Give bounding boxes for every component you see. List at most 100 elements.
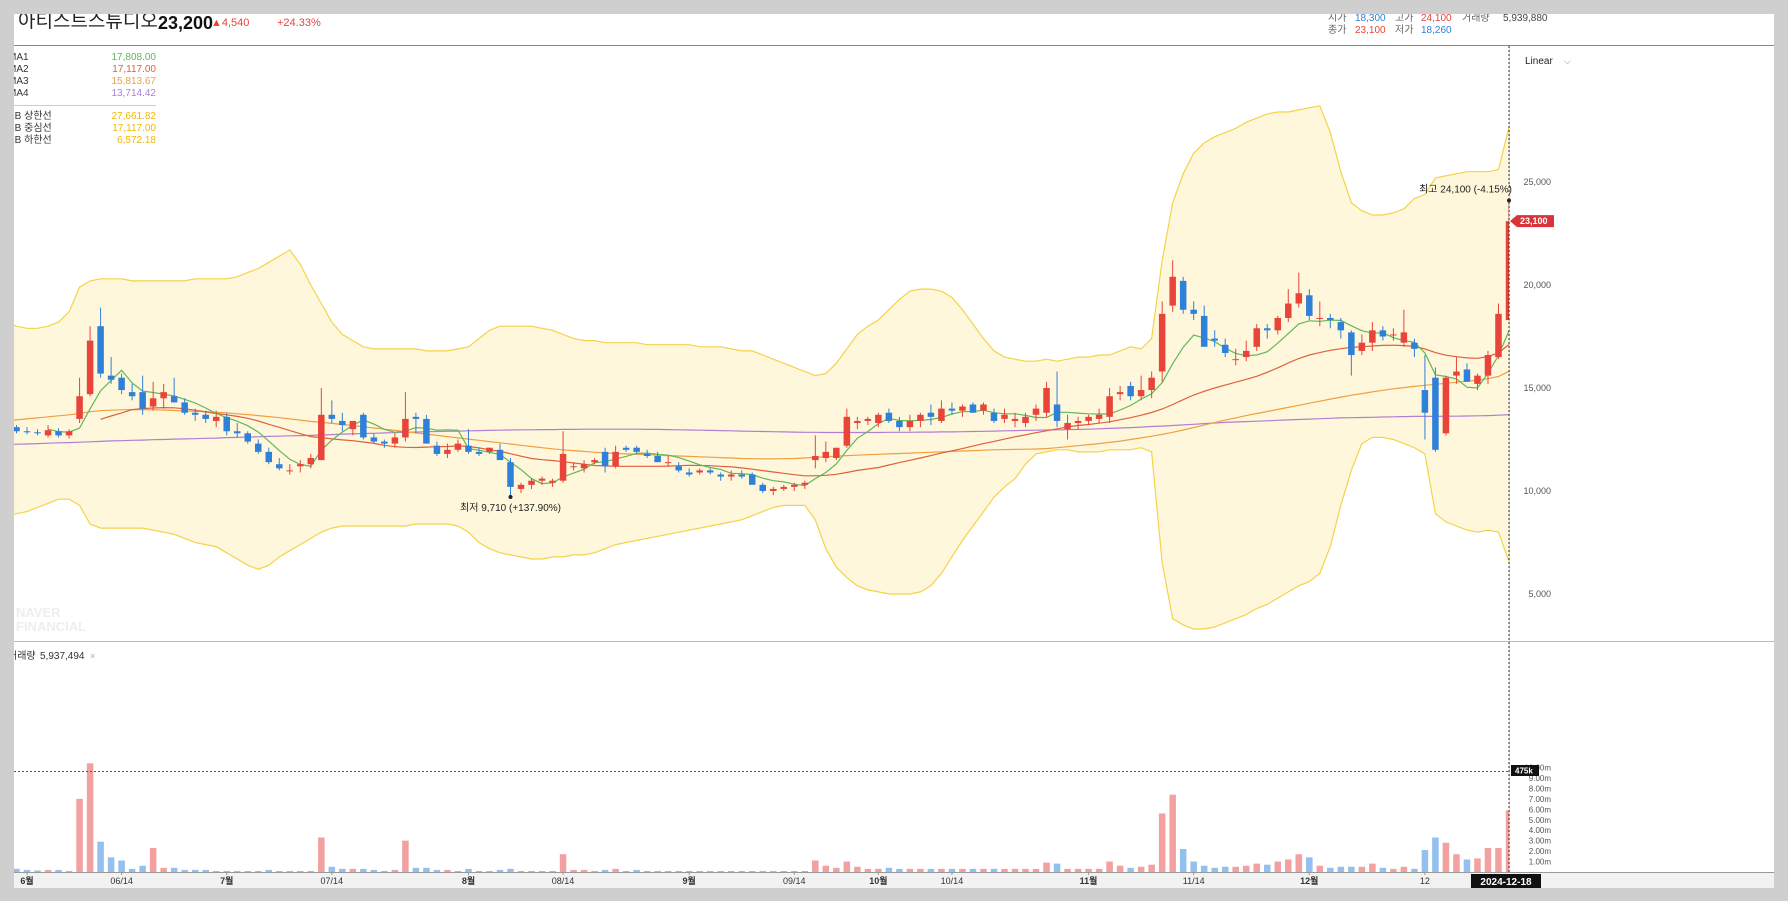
- candle-body: [14, 427, 20, 432]
- volume-bar: [1442, 842, 1450, 872]
- volume-bar: [538, 870, 546, 872]
- high-annotation: 최고 24,100 (-4.15%): [1419, 184, 1512, 196]
- volume-bar: [339, 868, 346, 872]
- volume-bar: [1169, 794, 1176, 872]
- volume-bar: [1421, 850, 1429, 872]
- volume-bar: [1022, 868, 1029, 872]
- bollinger-bands: [14, 105, 1509, 630]
- candle-body: [1390, 334, 1397, 336]
- volume-bar: [276, 870, 283, 872]
- volume-bar: [1064, 868, 1071, 872]
- close-icon[interactable]: ×: [90, 651, 95, 661]
- volume-bar: [559, 854, 567, 872]
- date-tick-label: 8월: [462, 875, 475, 886]
- candle-body: [980, 404, 987, 411]
- volume-bar: [843, 861, 851, 872]
- candlesticks: [14, 200, 1509, 497]
- volume-bar: [1337, 866, 1345, 872]
- candle-body: [1211, 338, 1218, 341]
- volume-bar: [1432, 837, 1439, 872]
- volume-bar: [801, 870, 809, 872]
- candle-body: [212, 416, 220, 421]
- candle-body: [1106, 396, 1113, 417]
- date-tick-label: 6월: [20, 875, 33, 886]
- candle-body: [1001, 414, 1008, 419]
- price-tick-label: 10,000: [1523, 486, 1551, 496]
- volume-bar: [1327, 867, 1334, 872]
- candle-body: [107, 375, 115, 380]
- date-tick-label: 06/14: [110, 876, 133, 886]
- volume-bar: [475, 870, 483, 872]
- volume-bar: [1053, 863, 1061, 872]
- candle-body: [717, 474, 724, 477]
- volume-bar: [601, 869, 609, 872]
- candle-body: [1064, 423, 1071, 430]
- candle-body: [465, 445, 472, 452]
- volume-bar: [664, 870, 672, 872]
- candle-body: [780, 486, 788, 489]
- date-tick-label: 11월: [1080, 875, 1098, 886]
- volume-bar: [1379, 867, 1387, 872]
- volume-tick-label: 8.00m: [1529, 784, 1552, 793]
- candle-body: [454, 443, 462, 450]
- volume-bar: [622, 870, 630, 872]
- price-tag-text: 23,100: [1520, 216, 1548, 226]
- bb-fill: [14, 105, 1509, 629]
- volume-bar: [486, 870, 493, 872]
- volume-bar: [791, 870, 798, 872]
- date-tag: 2024-12-18: [1471, 874, 1541, 888]
- price-tag-shape: [1510, 215, 1554, 228]
- volume-bar: [1190, 861, 1197, 872]
- volume-bar: [1253, 863, 1261, 872]
- open-label: 시가: [1328, 14, 1346, 24]
- low-annotation: 최저 9,710 (+137.90%): [460, 502, 561, 514]
- date-axis: 6월 06/14 7월 07/14 8월 08/14 9월 09/14 10월 10/14 11월 1…: [20, 872, 1430, 886]
- candle-body: [770, 488, 777, 491]
- date-tick-label: 10월: [869, 875, 887, 886]
- volume-bar: [244, 870, 251, 872]
- legend-ma1-label: MA1: [14, 52, 29, 63]
- candle-body: [433, 445, 441, 454]
- volume-bar: [1211, 867, 1218, 872]
- watermark-line2: FINANCIAL: [16, 619, 86, 634]
- candle-body: [34, 432, 41, 434]
- ma-line-ma3: [14, 370, 1509, 460]
- volume-bar: [822, 865, 830, 872]
- volume-bar: [191, 869, 199, 872]
- candle-body: [948, 408, 956, 411]
- candle-body: [1116, 392, 1124, 395]
- candle-body: [1495, 313, 1502, 358]
- volume-tag-shape: [1511, 765, 1539, 776]
- volume-bar: [1116, 865, 1124, 872]
- candle-body: [444, 449, 451, 454]
- candle-body: [328, 414, 336, 419]
- volume-bar: [307, 870, 315, 872]
- chevron-down-icon[interactable]: ⌵: [1564, 56, 1571, 66]
- volume-bar: [128, 868, 136, 872]
- candle-body: [170, 396, 178, 403]
- volume-bar: [875, 868, 882, 872]
- volume-bar: [980, 868, 987, 872]
- date-tick-label: 09/14: [783, 876, 806, 886]
- ma-line-ma2: [100, 344, 1509, 477]
- candle-body: [44, 430, 52, 436]
- candle-body: [496, 449, 504, 461]
- volume-bar: [181, 869, 188, 872]
- volume-tick-label: 7.00m: [1529, 795, 1552, 804]
- volume-bar: [454, 870, 462, 872]
- scale-mode-dropdown[interactable]: Linear: [1525, 56, 1553, 67]
- candle-body: [612, 451, 619, 467]
- volume-bar: [812, 860, 819, 872]
- volume-bar: [780, 870, 788, 872]
- candle-body: [233, 431, 241, 434]
- volume-bar: [412, 867, 420, 872]
- volume-bar: [643, 870, 651, 872]
- volume-bar: [212, 870, 220, 872]
- candle-body: [854, 420, 861, 424]
- volume-bar: [76, 798, 83, 872]
- volume-bar: [1453, 854, 1460, 872]
- candle-body: [254, 443, 262, 452]
- candle-body: [812, 455, 819, 461]
- candle-body: [1074, 420, 1082, 424]
- candle-body: [1127, 385, 1134, 397]
